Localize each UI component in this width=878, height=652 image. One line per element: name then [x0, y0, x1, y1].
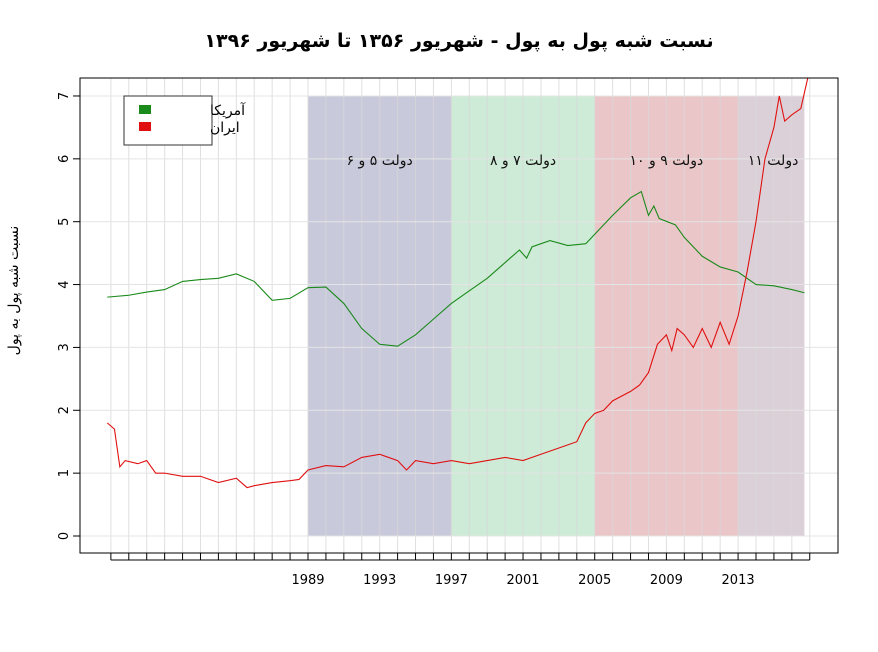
- top-mask: [80, 68, 838, 78]
- series-line: [106, 76, 809, 489]
- y-tick-label: 3: [57, 343, 72, 351]
- x-tick-label: 2001: [506, 573, 539, 588]
- x-tick-label: 2005: [578, 573, 611, 588]
- x-tick-label: 1997: [435, 573, 468, 588]
- y-tick-label: 7: [57, 92, 72, 100]
- x-tick-label: 1989: [291, 573, 324, 588]
- legend-label: آمریکا: [210, 102, 246, 119]
- y-tick-label: 0: [57, 532, 72, 540]
- y-tick-label: 1: [57, 469, 72, 477]
- region-label: دولت ۱۱: [748, 153, 799, 169]
- x-tick-label: 1993: [363, 573, 396, 588]
- region-label: دولت ۹ و ۱۰: [630, 153, 704, 169]
- legend-swatch: [139, 105, 151, 114]
- y-axis-label: نسبت شبه پول به پول: [6, 226, 22, 356]
- shaded-region: [738, 95, 805, 536]
- region-label: دولت ۵ و ۶: [347, 153, 413, 169]
- y-tick-label: 6: [57, 155, 72, 163]
- y-tick-label: 2: [57, 406, 72, 414]
- chart-title: نسبت شبه پول به پول - شهریور ۱۳۵۶ تا شهر…: [204, 30, 714, 52]
- y-tick-label: 4: [57, 280, 72, 288]
- region-label: دولت ۷ و ۸: [490, 153, 556, 169]
- y-tick-label: 5: [57, 218, 72, 226]
- series-line: [107, 190, 805, 347]
- legend-label: ایران: [210, 120, 240, 136]
- x-tick-label: 2009: [650, 573, 683, 588]
- legend-swatch: [139, 122, 151, 131]
- plot-frame: [79, 77, 839, 554]
- x-tick-label: 2013: [722, 573, 755, 588]
- legend-box: [123, 95, 213, 146]
